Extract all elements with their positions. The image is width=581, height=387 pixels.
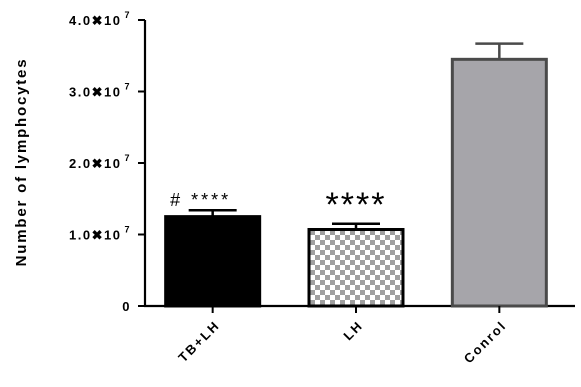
significance-annotation: # **** bbox=[170, 190, 231, 210]
y-axis-label: Number of lymphocytes bbox=[13, 58, 30, 267]
y-tick-label: 2.0✖10 7 bbox=[69, 153, 131, 171]
bar-tb-lh bbox=[164, 215, 262, 308]
x-ticks: TB+LH LH Conrol bbox=[175, 306, 509, 366]
y-tick-label: 4.0✖10 7 bbox=[69, 10, 131, 28]
y-tick-label: 3.0✖10 7 bbox=[69, 82, 131, 100]
y-tick-label: 1.0✖10 7 bbox=[69, 225, 131, 243]
y-ticks: 0 1.0✖10 7 2.0✖10 7 3.0✖10 7 4.0✖10 7 bbox=[69, 10, 145, 314]
bars: # **** **** bbox=[164, 42, 548, 308]
x-tick-label: LH bbox=[340, 318, 366, 344]
bar-conrol bbox=[450, 57, 548, 308]
y-tick-label: 0 bbox=[122, 299, 131, 314]
x-tick-label: Conrol bbox=[461, 318, 510, 367]
significance-annotation: **** bbox=[326, 186, 387, 224]
bar-lh bbox=[307, 227, 405, 308]
y-axis-title: Number of lymphocytes bbox=[13, 58, 30, 267]
x-tick-label: TB+LH bbox=[175, 318, 223, 366]
